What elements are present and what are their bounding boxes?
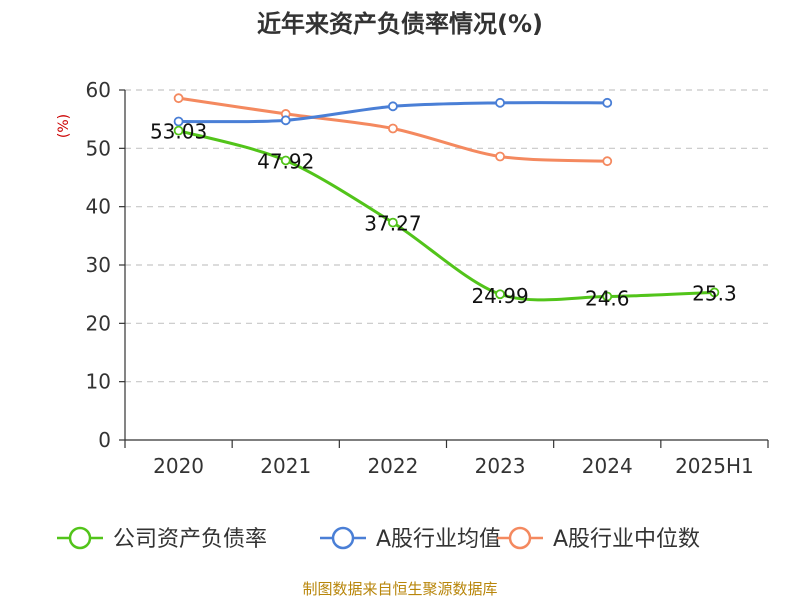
- series-point-0: [602, 291, 613, 302]
- data-label: 25.3: [692, 281, 737, 305]
- series-point-0: [495, 289, 505, 300]
- series-point-2: [602, 156, 613, 167]
- data-labels: 53.03 47.92 37.27 24.99 24.6 25.3: [150, 120, 737, 311]
- legend[interactable]: 公司资产负债率 A股行业均值 A股行业中位数: [57, 526, 700, 552]
- y-tick-label: 50: [86, 136, 111, 160]
- series-point-1: [602, 97, 613, 108]
- x-tick-label: 2022: [367, 454, 418, 478]
- series-point-0: [173, 125, 184, 136]
- series-point-2: [495, 151, 505, 162]
- legend-marker: [508, 526, 532, 550]
- series-point-2: [388, 123, 398, 134]
- series-line-0: [178, 129, 715, 302]
- y-tick-label: 40: [86, 195, 111, 219]
- x-tick-label: 2023: [475, 454, 526, 478]
- x-tick-label: 2024: [582, 454, 633, 478]
- legend-label: 公司资产负债率: [113, 527, 267, 552]
- series-lines: [173, 93, 720, 302]
- x-tick-label: 2021: [260, 454, 311, 478]
- legend-label: A股行业均值: [376, 527, 501, 552]
- data-label: 53.03: [150, 120, 207, 144]
- axes: 0 10 20 30 40 50 60 2020 2021 2022 2023 2024 2025H1: [86, 78, 769, 478]
- y-tick-label: 60: [86, 78, 111, 102]
- series-point-2: [173, 93, 184, 104]
- series-point-1: [280, 115, 291, 126]
- data-label: 47.92: [257, 149, 314, 173]
- y-tick-label: 10: [86, 370, 111, 394]
- y-tick-label: 30: [86, 253, 111, 277]
- y-tick-label: 0: [98, 428, 111, 452]
- legend-label: A股行业中位数: [553, 527, 700, 552]
- data-label: 37.27: [364, 212, 421, 236]
- source-note: 制图数据来自恒生聚源数据库: [302, 580, 497, 598]
- x-tick-label: 2020: [153, 454, 204, 478]
- series-point-1: [388, 101, 398, 112]
- legend-item[interactable]: A股行业中位数: [497, 526, 700, 552]
- data-label: 24.99: [471, 284, 528, 308]
- x-tick-label: 2025H1: [675, 454, 754, 478]
- legend-item[interactable]: A股行业均值: [320, 526, 501, 552]
- series-point-1: [173, 116, 184, 127]
- legend-marker: [331, 526, 355, 550]
- legend-item[interactable]: 公司资产负债率: [57, 526, 267, 552]
- legend-marker: [68, 526, 92, 550]
- y-axis-label: (%): [56, 114, 72, 138]
- series-point-0: [709, 287, 720, 298]
- y-tick-label: 20: [86, 311, 111, 335]
- grid-lines: [125, 89, 768, 383]
- chart-title: 近年来资产负债率情况(%): [257, 10, 543, 38]
- series-point-0: [280, 155, 291, 166]
- data-label: 24.6: [585, 287, 630, 311]
- series-point-1: [495, 97, 505, 108]
- series-point-0: [388, 217, 398, 228]
